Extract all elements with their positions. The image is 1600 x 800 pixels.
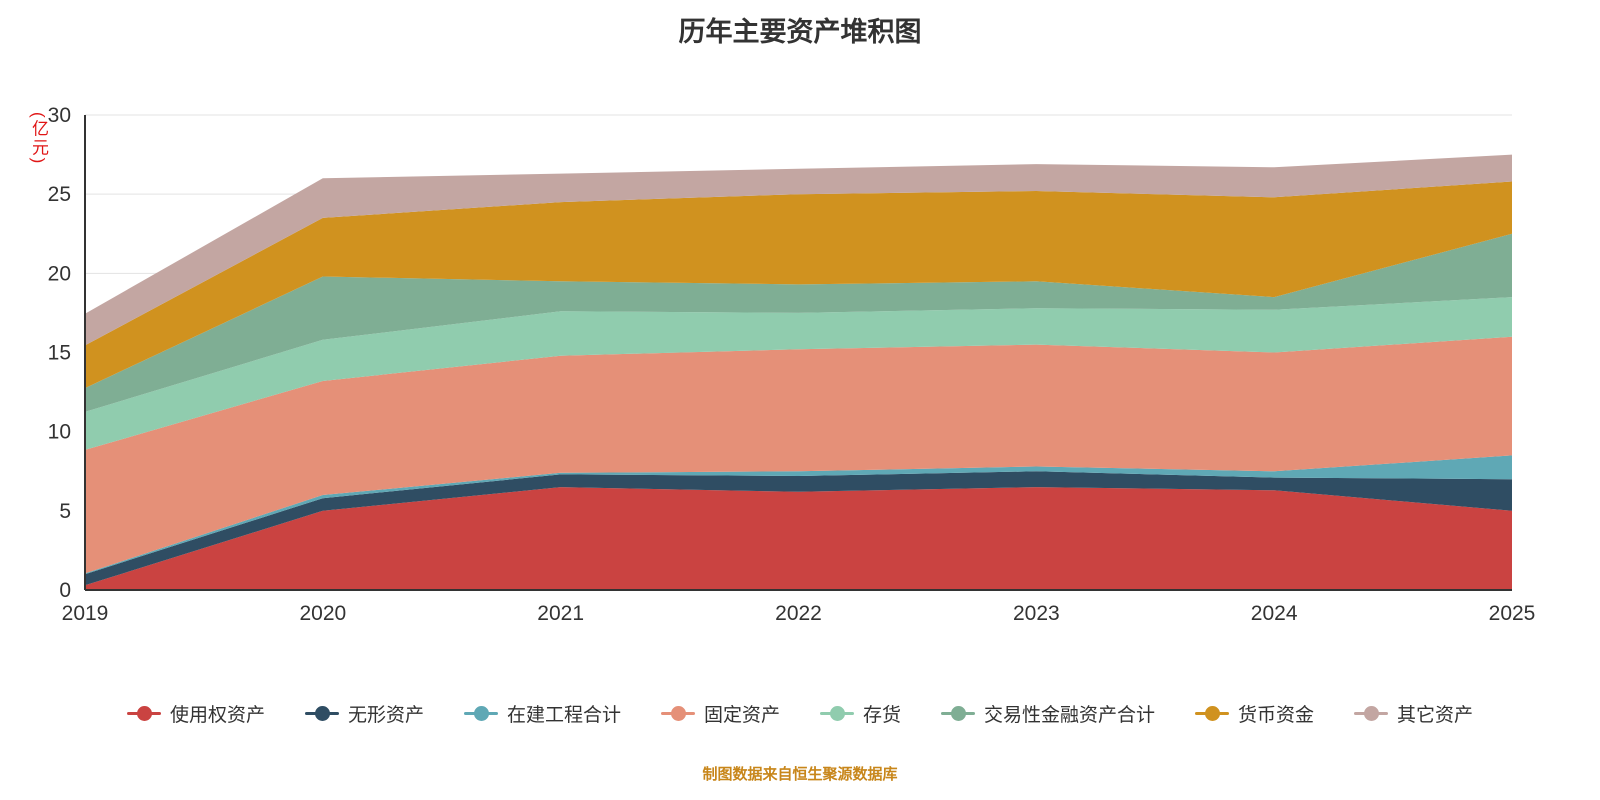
legend-dot-icon bbox=[830, 706, 845, 721]
data-source-caption: 制图数据来自恒生聚源数据库 bbox=[702, 766, 898, 783]
x-tick-label: 2025 bbox=[1489, 602, 1536, 625]
y-axis-unit-label: (亿元) bbox=[29, 112, 48, 166]
legend-item-0[interactable]: 使用权资产 bbox=[126, 700, 265, 727]
legend-marker-icon bbox=[660, 706, 695, 721]
legend-marker-icon bbox=[1354, 706, 1389, 721]
legend-label: 在建工程合计 bbox=[506, 705, 621, 726]
legend-item-4[interactable]: 存货 bbox=[820, 700, 901, 727]
legend-marker-icon bbox=[126, 706, 161, 721]
legend-marker-icon bbox=[463, 706, 498, 721]
area-series-7[interactable] bbox=[85, 154, 1512, 346]
legend-marker-icon bbox=[941, 706, 976, 721]
legend-marker-icon bbox=[304, 706, 339, 721]
legend-label: 存货 bbox=[863, 705, 902, 726]
chart-title: 历年主要资产堆积图 bbox=[678, 17, 922, 47]
legend-dot-icon bbox=[951, 706, 967, 721]
x-tick-label: 2021 bbox=[537, 602, 584, 625]
legend-item-2[interactable]: 在建工程合计 bbox=[463, 700, 621, 727]
y-tick-label: 30 bbox=[48, 104, 71, 127]
y-tick-label: 10 bbox=[48, 421, 71, 444]
area-series-2[interactable] bbox=[85, 455, 1512, 575]
y-tick-label: 25 bbox=[48, 183, 71, 206]
legend-item-1[interactable]: 无形资产 bbox=[304, 700, 424, 727]
legend-label: 固定资产 bbox=[703, 705, 780, 726]
area-series-0[interactable] bbox=[85, 487, 1512, 590]
y-tick-label: 0 bbox=[59, 579, 71, 602]
legend-marker-icon bbox=[820, 706, 854, 721]
x-tick-label: 2019 bbox=[62, 602, 109, 625]
legend-dot-icon bbox=[1364, 706, 1380, 721]
y-tick-label: 15 bbox=[48, 342, 71, 365]
area-series-5[interactable] bbox=[85, 233, 1512, 412]
legend-label: 交易性金融资产合计 bbox=[984, 705, 1156, 726]
legend-dot-icon bbox=[314, 706, 330, 721]
legend: 使用权资产 无形资产 在建工程合计 固定资产 存货 交易性金融资产合计 货币资金 其它资产 bbox=[0, 700, 1600, 727]
legend-item-7[interactable]: 其它资产 bbox=[1354, 700, 1473, 727]
legend-item-6[interactable]: 货币资金 bbox=[1195, 700, 1314, 727]
legend-dot-icon bbox=[136, 706, 152, 721]
legend-dot-icon bbox=[473, 706, 489, 721]
x-tick-label: 2024 bbox=[1251, 602, 1298, 625]
legend-label: 其它资产 bbox=[1397, 705, 1474, 726]
x-tick-label: 2022 bbox=[775, 602, 822, 625]
legend-marker-icon bbox=[1195, 706, 1230, 721]
area-series-1[interactable] bbox=[85, 471, 1512, 586]
legend-dot-icon bbox=[1205, 706, 1221, 721]
y-tick-label: 20 bbox=[48, 262, 71, 285]
area-series-6[interactable] bbox=[85, 181, 1512, 389]
legend-label: 货币资金 bbox=[1238, 705, 1315, 726]
legend-label: 无形资产 bbox=[347, 705, 424, 726]
x-tick-label: 2020 bbox=[299, 602, 346, 625]
area-series-3[interactable] bbox=[85, 336, 1512, 574]
legend-dot-icon bbox=[670, 706, 686, 721]
y-tick-label: 5 bbox=[59, 500, 71, 523]
legend-item-5[interactable]: 交易性金融资产合计 bbox=[941, 700, 1155, 727]
area-series-4[interactable] bbox=[85, 297, 1512, 450]
legend-item-3[interactable]: 固定资产 bbox=[660, 700, 780, 727]
legend-label: 使用权资产 bbox=[169, 705, 265, 726]
x-tick-label: 2023 bbox=[1013, 602, 1060, 625]
